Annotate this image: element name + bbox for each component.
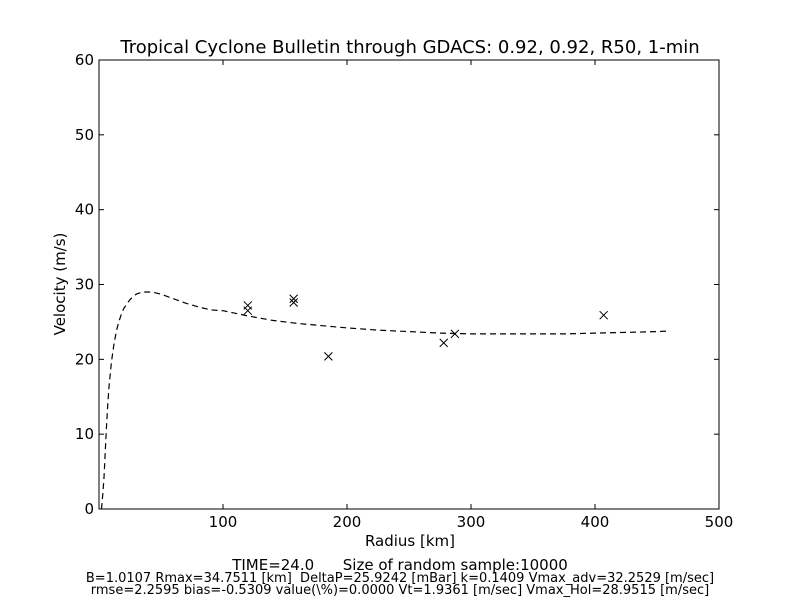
x-tick-label: 500 <box>705 513 734 531</box>
data-point <box>289 294 299 304</box>
x-axis-label: Radius [km] <box>365 532 455 550</box>
footer-parameters: B=1.0107 Rmax=34.7511 [km] DeltaP=25.924… <box>86 571 714 586</box>
y-tick-label: 30 <box>75 276 94 294</box>
plot-frame <box>98 59 720 510</box>
y-axis-label: Velocity (m/s) <box>51 233 69 336</box>
x-tick-label: 100 <box>209 513 238 531</box>
y-tick-label: 10 <box>75 425 94 443</box>
y-tick-label: 20 <box>75 350 94 368</box>
y-tick-label: 60 <box>75 51 94 69</box>
data-point-stroke <box>599 310 609 320</box>
data-point <box>324 351 333 361</box>
data-point <box>450 329 460 339</box>
footer-statistics: rmse=2.2595 bias=-0.5309 value(\%)=0.000… <box>91 583 709 598</box>
x-tick-label: 400 <box>581 513 610 531</box>
data-point <box>439 338 449 348</box>
data-point <box>243 306 253 316</box>
data-point-stroke <box>289 294 299 304</box>
profile-curve <box>100 291 670 510</box>
data-point <box>289 298 299 307</box>
chart-title: Tropical Cyclone Bulletin through GDACS:… <box>119 37 699 58</box>
data-point-stroke <box>243 306 253 316</box>
footer-time-sample: TIME=24.0 Size of random sample:10000 <box>231 556 568 574</box>
data-point <box>599 310 609 320</box>
data-point-stroke <box>289 298 299 307</box>
data-point-stroke <box>439 338 449 348</box>
y-tick-label: 0 <box>84 500 94 518</box>
data-point-stroke <box>324 351 333 361</box>
y-tick-label: 40 <box>75 201 94 219</box>
y-tick-label: 50 <box>75 126 94 144</box>
axis-ticks: 100 200 300 400 500 0 10 20 30 40 50 60 <box>75 51 733 531</box>
plot-area <box>98 59 720 510</box>
x-tick-label: 300 <box>457 513 486 531</box>
x-tick-label: 200 <box>333 513 362 531</box>
data-point-stroke <box>450 329 460 339</box>
